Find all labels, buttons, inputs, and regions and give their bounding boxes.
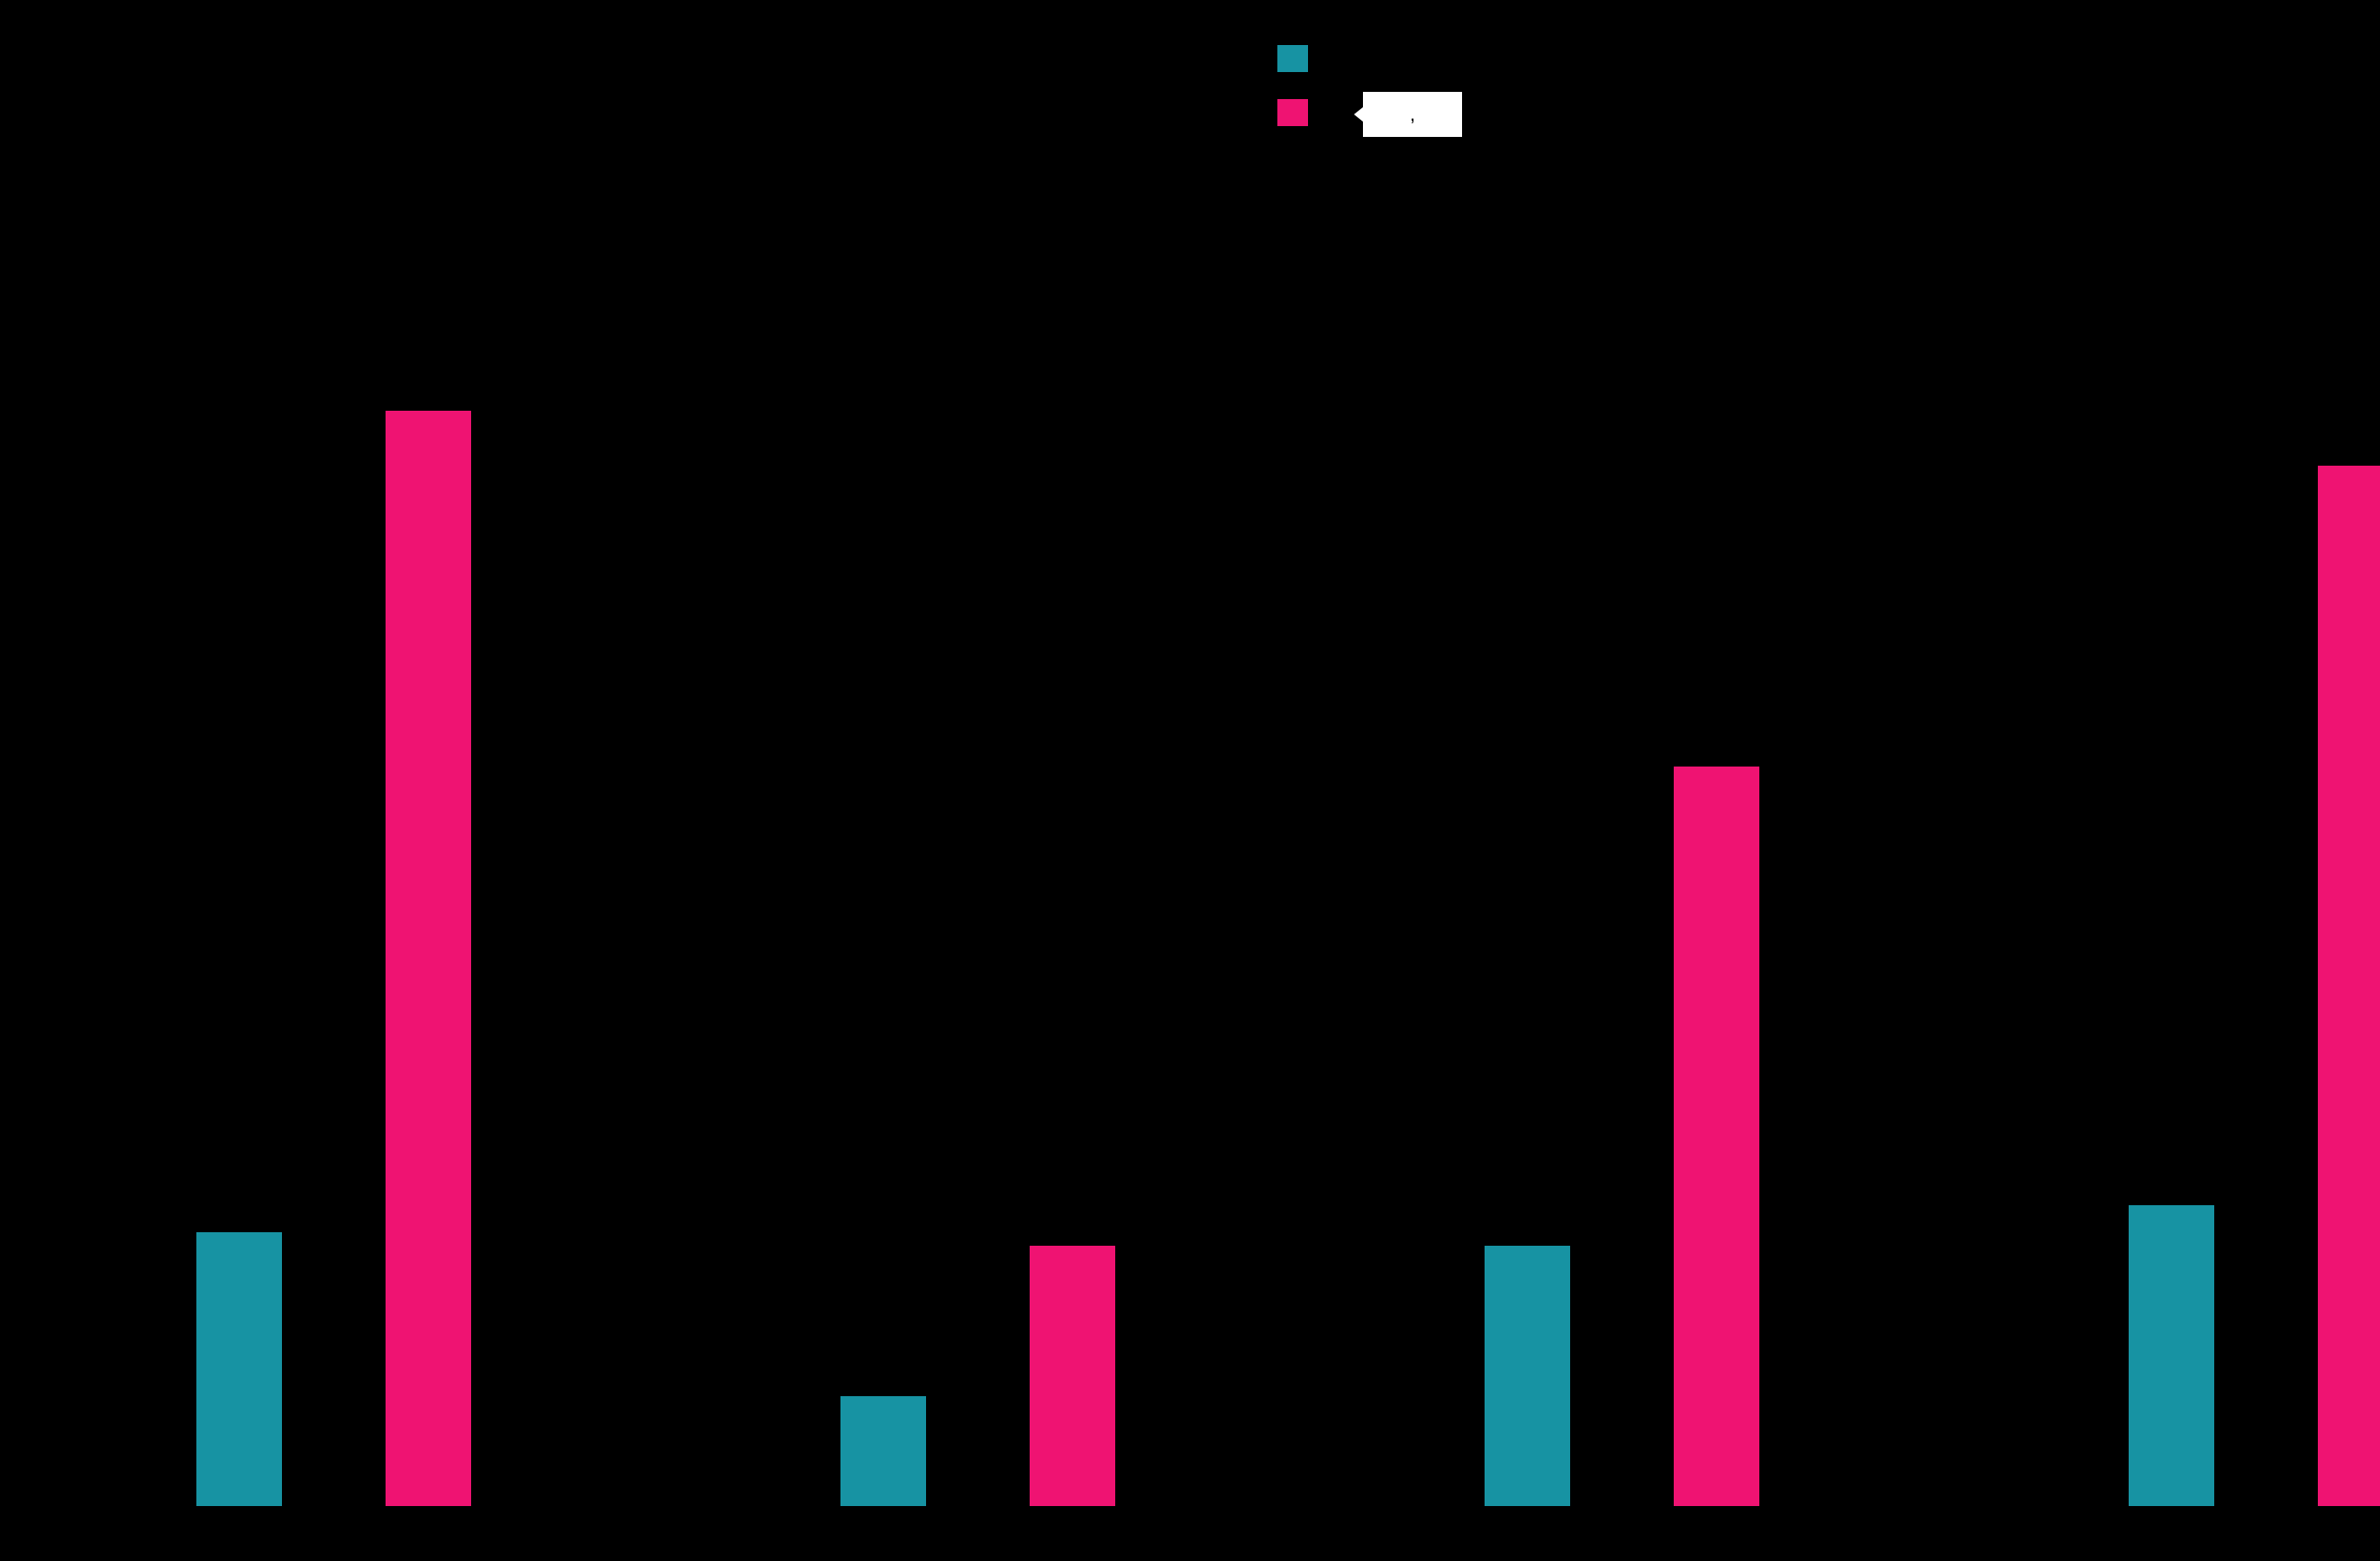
legend-swatch-a [1277,45,1308,72]
bar-a-1 [840,1396,926,1506]
bar-a-2 [1485,1246,1570,1506]
bar-b-3 [2318,466,2380,1506]
bar-a-3 [2129,1205,2214,1506]
plot-area [0,0,2380,1561]
legend-swatch-b [1277,99,1308,126]
legend-tooltip: , [1363,92,1462,137]
bar-a-0 [196,1232,282,1506]
bar-b-1 [1030,1246,1115,1506]
grouped-bar-chart: , [0,0,2380,1561]
chart-legend: , [1277,45,1638,171]
bar-b-0 [386,411,471,1506]
legend-tooltip-pointer [1354,107,1363,122]
bar-b-2 [1674,767,1759,1506]
